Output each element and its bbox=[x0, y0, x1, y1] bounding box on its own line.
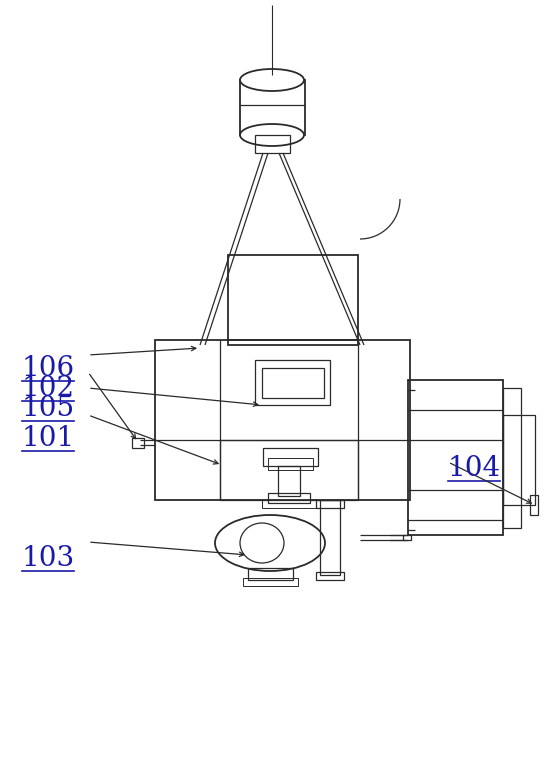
Bar bbox=[132, 438, 144, 448]
Bar bbox=[263, 448, 318, 466]
Bar bbox=[316, 500, 344, 508]
Ellipse shape bbox=[240, 523, 284, 563]
Text: 103: 103 bbox=[22, 545, 75, 572]
Text: 106: 106 bbox=[22, 355, 75, 382]
Bar bbox=[228, 255, 358, 345]
Bar bbox=[403, 535, 411, 540]
Bar bbox=[530, 495, 538, 515]
Bar bbox=[248, 568, 293, 580]
Bar bbox=[155, 340, 410, 500]
Ellipse shape bbox=[215, 515, 325, 571]
Bar bbox=[255, 360, 330, 405]
Bar bbox=[503, 415, 535, 505]
Bar bbox=[220, 440, 358, 500]
Text: 104: 104 bbox=[448, 455, 501, 482]
Bar bbox=[408, 380, 503, 535]
Text: 101: 101 bbox=[22, 425, 75, 452]
Bar bbox=[240, 80, 305, 135]
Bar bbox=[320, 500, 340, 575]
Bar bbox=[503, 388, 521, 528]
Bar bbox=[268, 458, 313, 470]
Bar bbox=[243, 578, 298, 586]
Bar bbox=[262, 500, 316, 508]
Text: 105: 105 bbox=[22, 395, 75, 422]
Ellipse shape bbox=[240, 69, 304, 91]
Bar bbox=[262, 368, 324, 398]
Ellipse shape bbox=[240, 124, 304, 146]
Text: 102: 102 bbox=[22, 375, 75, 402]
Bar bbox=[268, 493, 310, 503]
Bar bbox=[278, 466, 300, 496]
Bar bbox=[255, 135, 290, 153]
Bar bbox=[316, 572, 344, 580]
